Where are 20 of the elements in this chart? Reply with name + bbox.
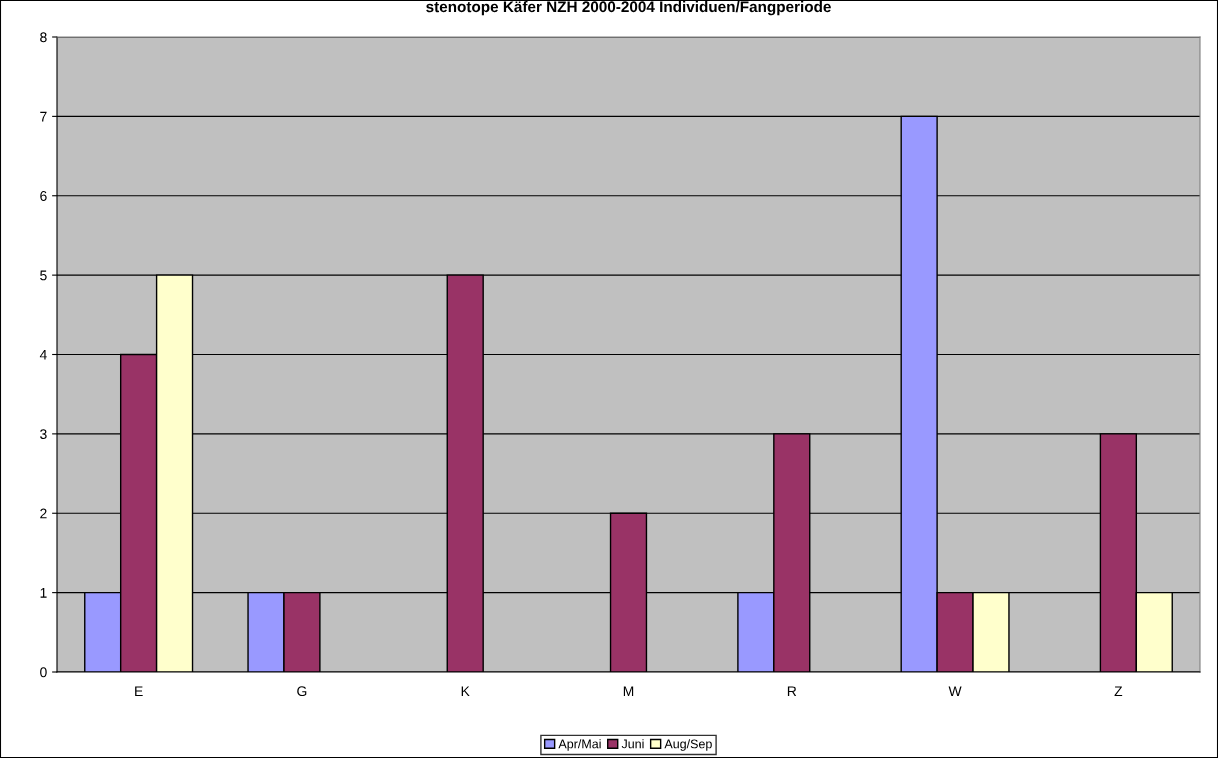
x-tick-label: E: [135, 686, 143, 696]
y-tick-label: 3: [40, 429, 47, 440]
x-tick-label: W: [948, 686, 962, 696]
y-tick-label: 5: [40, 270, 47, 281]
y-tick-label: 8: [40, 32, 47, 43]
chart-title: stenotope Käfer NZH 2000-2004 Individuen/Fangperiode: [426, 0, 831, 16]
x-tick-label: G: [297, 686, 307, 697]
legend-label: Aug/Sep: [664, 739, 712, 751]
x-tick-label: M: [623, 686, 634, 696]
y-tick-label: 0: [40, 667, 47, 678]
legend-label: Apr/Mai: [558, 739, 601, 751]
y-tick-label: 2: [40, 508, 47, 519]
x-tick-label: Z: [1114, 686, 1123, 696]
x-tick-label: K: [461, 686, 470, 696]
y-tick-label: 4: [39, 349, 47, 360]
y-tick-label: 7: [40, 111, 47, 122]
legend-label: Juni: [621, 739, 644, 749]
y-tick-label: 6: [40, 191, 47, 201]
y-tick-label: 1: [40, 588, 47, 598]
x-tick-label: R: [787, 686, 797, 696]
